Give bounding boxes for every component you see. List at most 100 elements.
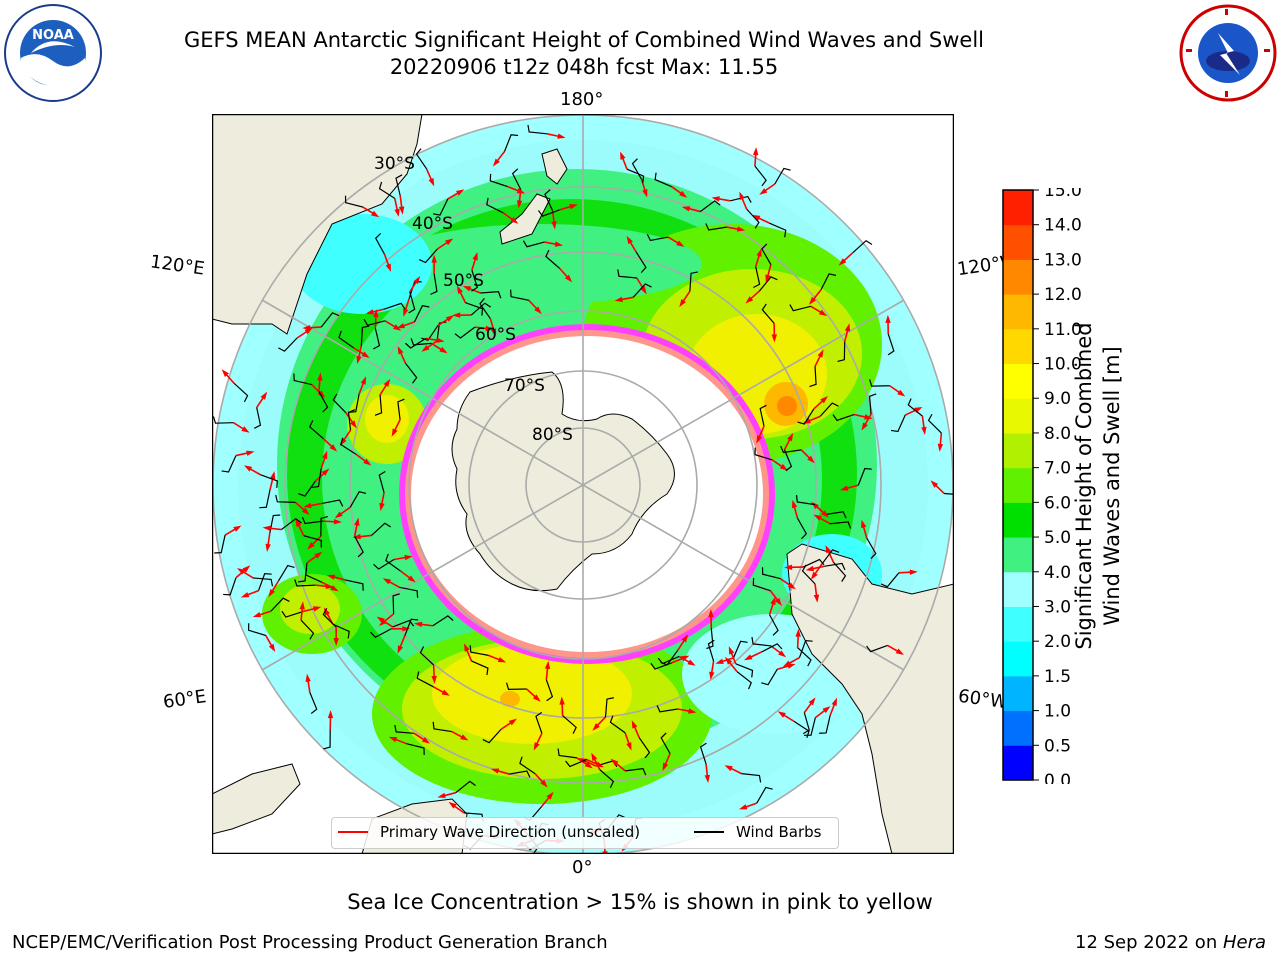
wave-direction-arrowhead — [421, 344, 430, 352]
wave-direction-arrowhead — [402, 626, 411, 632]
wind-barb — [471, 660, 489, 676]
lon-label-60e: 60°E — [161, 686, 208, 713]
wind-barb — [819, 715, 831, 734]
wave-direction-arrowhead — [554, 241, 564, 247]
wind-barb — [405, 363, 418, 384]
map-frame — [212, 114, 954, 854]
wind-barb — [565, 758, 587, 768]
wave-direction-arrowhead — [333, 519, 342, 525]
wind-barb — [761, 243, 772, 265]
legend-label-wind-barbs: Wind Barbs — [736, 823, 822, 841]
wind-barb — [363, 318, 386, 327]
wave-direction-arrowhead — [326, 574, 336, 580]
wave-direction-arrowhead — [844, 323, 851, 332]
colorbar-segment — [1003, 641, 1033, 677]
colorbar-segment — [1003, 571, 1033, 607]
wave-direction-arrowhead — [456, 285, 463, 294]
colorbar-tick-label: 14.0 — [1044, 216, 1082, 236]
wind-barb — [253, 407, 262, 429]
wind-barb — [405, 337, 427, 349]
wind-barb — [370, 628, 392, 639]
wave-direction-arrowhead — [329, 444, 338, 452]
wind-barb — [660, 732, 671, 754]
wind-barb — [562, 715, 577, 734]
wave-direction-arrowhead — [333, 638, 339, 647]
wave-direction-arrowhead — [510, 216, 519, 224]
wind-barb — [825, 511, 847, 519]
wave-direction-arrowhead — [268, 643, 276, 653]
wave-direction-arrowhead — [327, 710, 334, 719]
wave-direction-arrowhead — [610, 758, 619, 766]
wave-direction-arrowhead — [584, 761, 593, 769]
wind-barb — [804, 717, 816, 736]
wind-barb — [395, 174, 403, 196]
wave-direction-arrowhead — [295, 518, 302, 528]
wave-direction-arrowhead — [787, 432, 794, 442]
wind-barb — [545, 249, 560, 269]
wind-barb — [371, 522, 392, 536]
wave-direction-arrowhead — [626, 235, 633, 245]
colorbar-tick-label: 13.0 — [1044, 250, 1082, 270]
wind-barb — [303, 535, 322, 548]
colorbar-label: Significant Height of Combined Wind Wave… — [1070, 321, 1126, 651]
wave-direction-arrowhead — [321, 468, 330, 476]
wave-direction-arrowhead — [808, 697, 816, 706]
wind-barb — [837, 341, 846, 363]
wave-direction-arrowhead — [403, 308, 409, 317]
colorbar-tick-label: 7.0 — [1044, 459, 1071, 479]
wind-barb — [383, 302, 406, 310]
colorbar-tick-label: 1.5 — [1044, 667, 1071, 687]
wave-direction-arrowhead — [805, 565, 814, 572]
wave-direction-arrowhead — [724, 765, 733, 772]
wind-barb — [479, 298, 491, 319]
legend-item-wind-barbs: Wind Barbs — [694, 823, 821, 841]
wind-barb — [374, 232, 385, 255]
wind-barb — [527, 124, 548, 135]
wave-direction-arrowhead — [930, 480, 939, 488]
wave-direction-arrowhead — [452, 312, 461, 318]
wind-barb — [373, 327, 381, 350]
wave-direction-arrowhead — [704, 774, 710, 784]
wind-barb — [345, 579, 364, 591]
wind-barb — [470, 302, 492, 316]
wave-direction-arrowhead — [774, 597, 782, 606]
wind-barb — [654, 172, 672, 188]
wind-barb — [689, 271, 699, 292]
wind-barb — [753, 266, 761, 289]
wave-direction-arrowhead — [421, 737, 431, 744]
wave-direction-arrowhead — [810, 571, 818, 580]
wave-direction-arrowhead — [265, 543, 271, 552]
wave-direction-arrowhead — [551, 221, 557, 230]
wave-direction-arrowhead — [736, 226, 746, 232]
wave-direction-arrowhead — [631, 720, 638, 729]
wave-direction-arrowhead — [356, 355, 362, 365]
colorbar-segment — [1003, 467, 1033, 503]
wave-direction-arrowhead — [662, 762, 669, 772]
wind-barb — [890, 414, 906, 433]
wind-barb — [887, 333, 895, 356]
wind-barb — [756, 786, 773, 804]
wind-barb — [378, 471, 386, 493]
wave-direction-arrowhead — [818, 309, 828, 317]
colorbar-segment — [1003, 294, 1033, 330]
wind-barb — [432, 721, 452, 733]
wind-barb — [347, 409, 356, 431]
wave-direction-arrowhead — [243, 465, 253, 472]
wind-barb — [537, 209, 560, 217]
colorbar-tick-label: 0.0 — [1044, 771, 1071, 784]
wave-direction-arrowhead — [428, 177, 435, 187]
wind-barb — [907, 398, 923, 417]
wind-barb — [338, 330, 355, 349]
wind-barb — [294, 579, 315, 587]
wind-barb — [832, 413, 855, 422]
wind-barb — [397, 398, 405, 420]
wind-barb — [469, 645, 489, 656]
wave-direction-arrowhead — [782, 660, 792, 667]
wind-barb — [760, 643, 783, 653]
wave-direction-arrowhead — [765, 274, 771, 283]
colorbar-tick-label: 2.0 — [1044, 632, 1071, 652]
lat-label-40s: 40°S — [412, 214, 453, 234]
wind-barb — [824, 562, 846, 571]
wave-direction-arrowhead — [363, 458, 372, 466]
wind-barb — [705, 223, 727, 231]
